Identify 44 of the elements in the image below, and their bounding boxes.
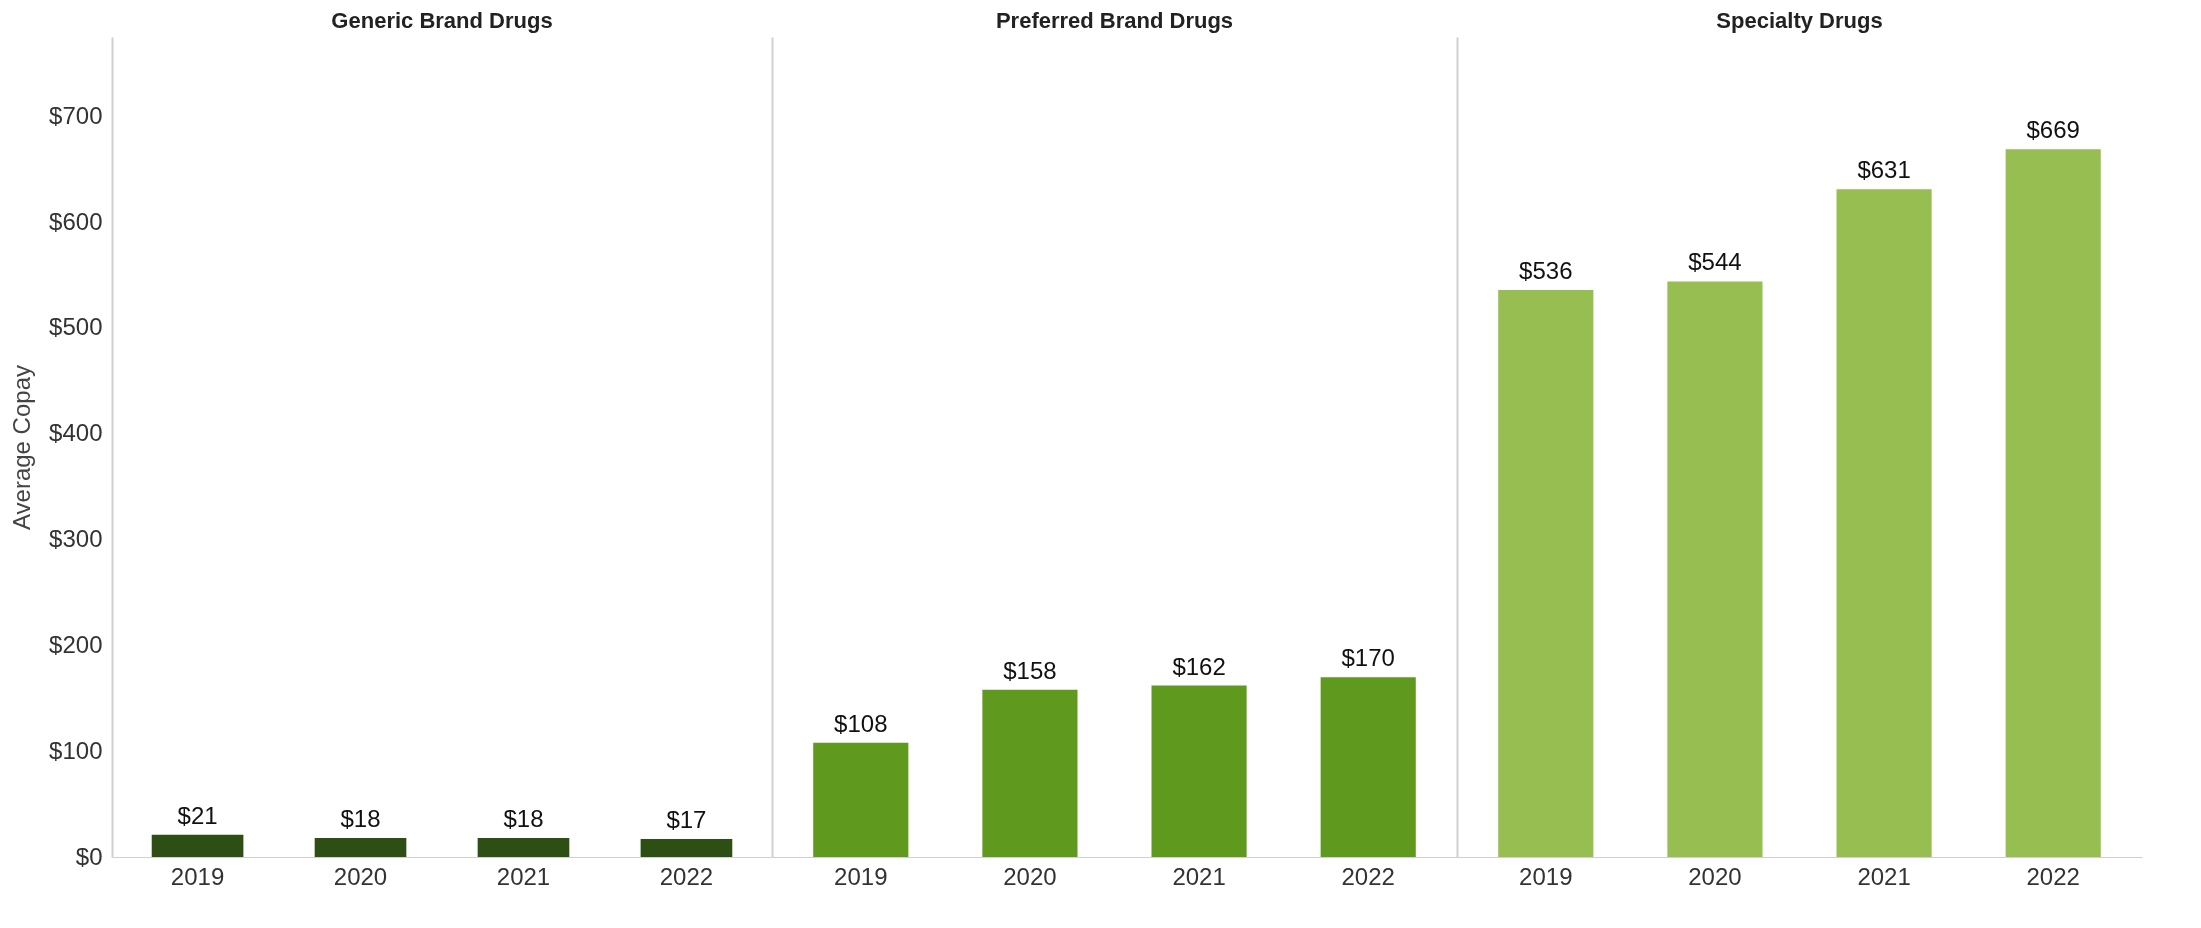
data-label: $108 — [834, 709, 888, 737]
y-axis-title: Average Copay — [8, 365, 36, 530]
y-tick-label: $300 — [49, 525, 103, 553]
x-tick-label: 2020 — [333, 862, 388, 890]
bar — [813, 742, 909, 857]
y-tick-label: $400 — [49, 419, 103, 447]
chart-title: Preferred Brand Drugs — [995, 8, 1234, 33]
y-tick-label: $0 — [75, 842, 103, 870]
data-label: $17 — [666, 806, 707, 834]
data-label: $669 — [2026, 116, 2080, 144]
y-tick-label: $100 — [49, 736, 103, 764]
x-tick-label: 2022 — [2026, 862, 2080, 890]
x-tick-label: 2020 — [1688, 862, 1742, 890]
x-tick-label: 2019 — [1519, 862, 1573, 890]
chart-title: Specialty Drugs — [1716, 8, 1883, 33]
data-label: $162 — [1172, 652, 1226, 680]
bar — [1498, 289, 1594, 857]
x-tick-label: 2022 — [659, 862, 714, 890]
data-label: $18 — [503, 804, 544, 832]
bar — [1667, 281, 1763, 857]
bar — [1320, 677, 1416, 857]
x-tick-label: 2021 — [1172, 862, 1226, 890]
y-tick-label: $600 — [49, 207, 103, 235]
y-tick-label: $200 — [49, 630, 103, 658]
bar — [2005, 149, 2101, 857]
data-label: $536 — [1519, 256, 1573, 284]
bar — [1151, 685, 1247, 857]
bar — [982, 689, 1078, 857]
data-label: $170 — [1341, 644, 1395, 672]
chart-title: Generic Brand Drugs — [331, 8, 553, 33]
y-tick-label: $700 — [49, 101, 103, 129]
x-tick-label: 2019 — [834, 862, 888, 890]
bar — [1836, 189, 1932, 857]
data-label: $21 — [177, 801, 218, 829]
x-tick-label: 2020 — [1003, 862, 1057, 890]
data-label: $631 — [1857, 156, 1911, 184]
x-tick-label: 2019 — [170, 862, 225, 890]
data-label: $544 — [1688, 248, 1742, 276]
y-tick-label: $500 — [49, 313, 103, 341]
x-tick-label: 2021 — [496, 862, 551, 890]
x-tick-label: 2022 — [1341, 862, 1395, 890]
data-label: $158 — [1003, 656, 1057, 684]
x-tick-label: 2021 — [1857, 862, 1911, 890]
data-label: $18 — [340, 804, 381, 832]
